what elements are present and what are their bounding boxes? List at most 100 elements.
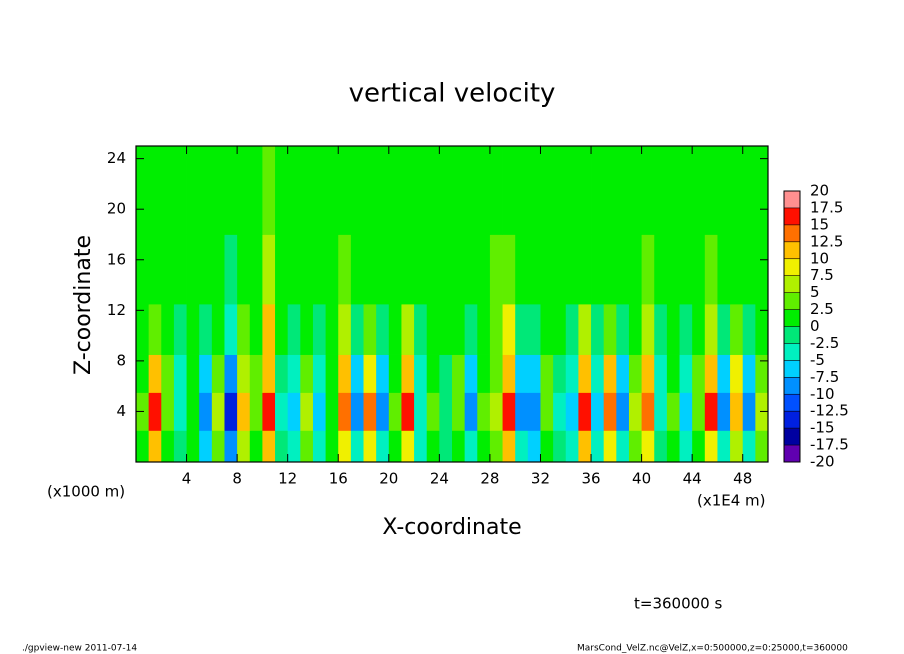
heatmap-cell: [376, 354, 390, 393]
heatmap-cell: [502, 392, 516, 431]
heatmap-cell: [338, 430, 352, 463]
heatmap-cell: [489, 234, 503, 305]
heatmap-cell: [641, 392, 655, 431]
heatmap-cell: [414, 354, 428, 393]
heatmap-cell: [414, 146, 428, 235]
heatmap-cell: [161, 354, 175, 393]
heatmap-cell: [148, 234, 162, 305]
heatmap-cell: [376, 392, 390, 431]
heatmap-cell: [730, 234, 744, 305]
heatmap-cell: [275, 430, 289, 463]
heatmap-cell: [186, 392, 200, 431]
heatmap-cell: [591, 392, 605, 431]
heatmap-cell: [312, 430, 326, 463]
x-tick-label: 8: [232, 470, 242, 488]
heatmap-cell: [338, 392, 352, 431]
heatmap-cell: [275, 354, 289, 393]
heatmap-cell: [173, 430, 187, 463]
heatmap-cell: [666, 430, 680, 463]
heatmap-cell: [553, 146, 567, 235]
heatmap-cell: [363, 146, 377, 235]
heatmap-cell: [262, 430, 276, 463]
heatmap-cell: [426, 234, 440, 305]
heatmap-cell: [540, 234, 554, 305]
heatmap-cell: [414, 234, 428, 305]
heatmap-cell: [388, 430, 402, 463]
heatmap-cell: [654, 392, 668, 431]
heatmap-cell: [338, 146, 352, 235]
heatmap-cell: [388, 392, 402, 431]
heatmap-cell: [350, 146, 364, 235]
heatmap-cell: [578, 430, 592, 463]
heatmap-cell: [350, 430, 364, 463]
heatmap-cell: [540, 354, 554, 393]
heatmap-cell: [224, 304, 238, 355]
colorbar-label: 5: [810, 283, 820, 301]
heatmap-cell: [350, 354, 364, 393]
heatmap-cell: [401, 304, 415, 355]
heatmap-cell: [666, 304, 680, 355]
heatmap-cell: [502, 354, 516, 393]
heatmap-cell: [730, 430, 744, 463]
heatmap-cell: [666, 392, 680, 431]
heatmap-cell: [515, 146, 529, 235]
colorbar-swatch: [784, 360, 800, 378]
heatmap-cell: [641, 234, 655, 305]
heatmap-cell: [338, 234, 352, 305]
colorbar-swatch: [784, 377, 800, 395]
x-axis-label: X-coordinate: [382, 515, 521, 540]
heatmap-cell: [325, 304, 339, 355]
heatmap-cell: [692, 146, 706, 235]
colorbar-label: -5: [810, 351, 825, 369]
heatmap-cell: [540, 304, 554, 355]
x-unit-left: (x1000 m): [47, 483, 125, 501]
y-tick-label: 24: [107, 149, 126, 167]
heatmap-cell: [363, 430, 377, 463]
heatmap-cell: [287, 146, 301, 235]
heatmap-cell: [742, 146, 756, 235]
heatmap-cell: [199, 304, 213, 355]
heatmap-cell: [287, 430, 301, 463]
heatmap-cell: [186, 146, 200, 235]
heatmap-cell: [224, 392, 238, 431]
heatmap-cell: [426, 354, 440, 393]
heatmap-cell: [578, 354, 592, 393]
heatmap-cell: [249, 146, 263, 235]
heatmap-cell: [628, 304, 642, 355]
heatmap-cell: [388, 304, 402, 355]
heatmap-cell: [224, 430, 238, 463]
heatmap-cell: [262, 304, 276, 355]
heatmap-cell: [502, 146, 516, 235]
colorbar-label: -15: [810, 419, 835, 437]
colorbar-label: 10: [810, 249, 829, 267]
heatmap-cell: [452, 234, 466, 305]
colorbar-label: 2.5: [810, 300, 834, 318]
heatmap-cell: [666, 234, 680, 305]
heatmap-cell: [287, 234, 301, 305]
x-tick-label: 12: [278, 470, 297, 488]
heatmap-cell: [224, 354, 238, 393]
heatmap-cell: [401, 430, 415, 463]
heatmap-cell: [502, 430, 516, 463]
heatmap-cell: [414, 392, 428, 431]
heatmap-cell: [439, 304, 453, 355]
heatmap-cell: [565, 146, 579, 235]
heatmap-cell: [237, 430, 251, 463]
heatmap-cell: [237, 354, 251, 393]
heatmap-cell: [199, 430, 213, 463]
footer-left: ./gpview-new 2011-07-14: [22, 644, 137, 654]
heatmap-cell: [439, 392, 453, 431]
heatmap-cell: [426, 392, 440, 431]
heatmap-cell: [704, 304, 718, 355]
colorbar-swatch: [784, 241, 800, 259]
colorbar-swatch: [784, 343, 800, 361]
heatmap-cell: [679, 146, 693, 235]
heatmap-cell: [401, 146, 415, 235]
colorbar-swatch: [784, 275, 800, 293]
heatmap-cell: [148, 392, 162, 431]
heatmap-cell: [565, 354, 579, 393]
y-tick-label: 12: [107, 301, 126, 319]
heatmap-cell: [515, 392, 529, 431]
heatmap-cell: [628, 430, 642, 463]
heatmap-cell: [477, 392, 491, 431]
